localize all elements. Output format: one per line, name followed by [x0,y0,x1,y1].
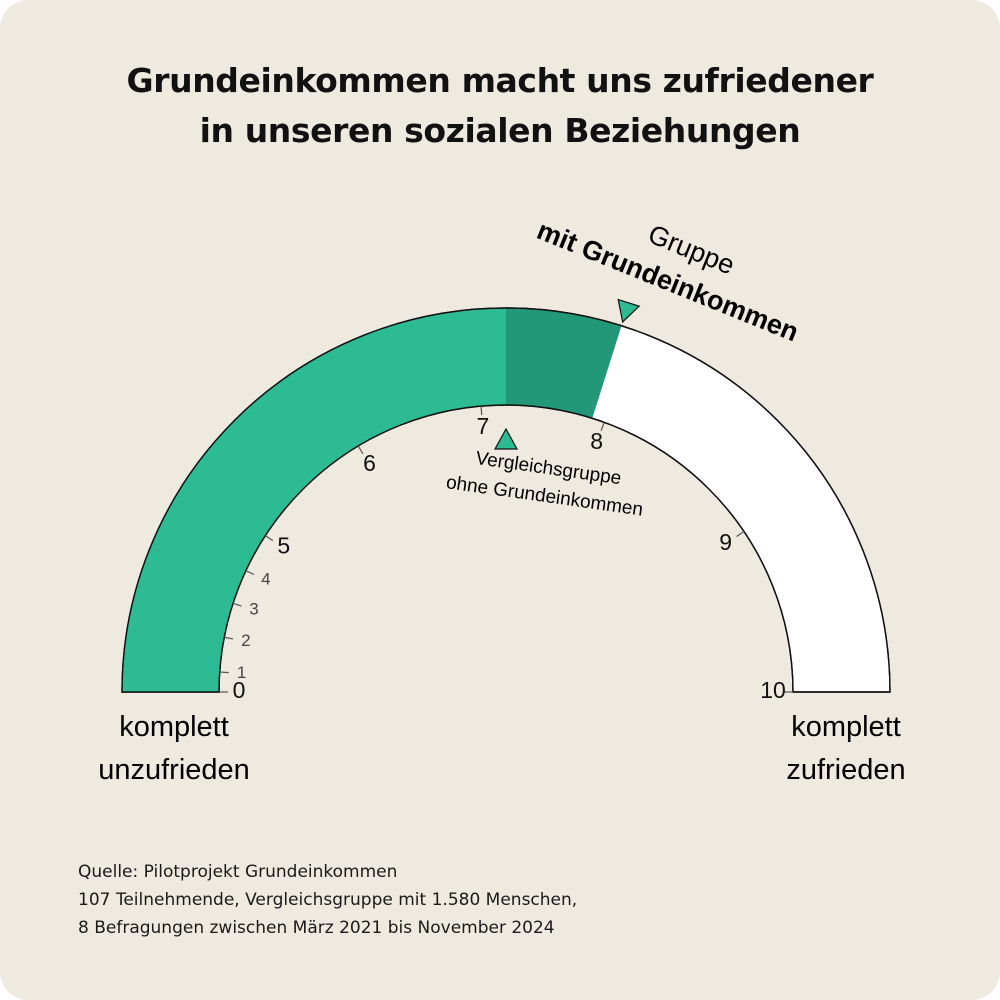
tick-mark-5 [264,535,274,542]
gauge-outline [121,307,891,693]
min-label-line-1: komplett [119,711,229,743]
tick-mark-3 [232,602,242,607]
comparison-fill [122,308,506,692]
source-note: Quelle: Pilotprojekt Grundeinkommen 107 … [78,858,577,942]
marker-layer [493,298,641,450]
tick-mark-9 [736,531,745,538]
tick-mark-7 [480,406,483,416]
tick-label-6: 6 [363,450,376,476]
source-line-1: Quelle: Pilotprojekt Grundeinkommen [78,862,398,882]
source-line-2: 107 Teilnehmende, Vergleichsgruppe mit 1… [78,890,578,910]
tick-mark-8 [600,422,605,431]
max-label-line-1: komplett [791,711,901,743]
tick-label-9: 9 [719,529,732,555]
tick-label-2: 2 [241,631,250,650]
title-line-1: Grundeinkommen macht uns zufriedener [126,61,874,100]
tick-label-10: 10 [760,677,786,703]
tick-layer: 01 2 345 6 7 8 9 10 [219,406,793,703]
tick-label-8: 8 [590,428,603,454]
tick-mark-1 [219,671,229,674]
tick-label-3: 3 [249,600,258,619]
tick-mark-2 [224,636,234,640]
tick-label-7: 7 [477,413,490,439]
max-label-line-2: zufrieden [786,754,905,786]
tick-label-0: 0 [233,677,246,703]
title-line-2: in unseren sozialen Beziehungen [199,111,801,150]
source-line-3: 8 Befragungen zwischen März 2021 bis Nov… [78,918,555,938]
min-label-line-2: unzufrieden [98,754,250,786]
tick-label-1: 1 [237,663,246,682]
group-marker [617,298,641,324]
comparison-marker [493,427,519,450]
gauge-layer [121,307,891,693]
tick-label-5: 5 [277,533,290,559]
tick-mark-6 [357,445,364,455]
chart-title: Grundeinkommen macht uns zufriedener in … [0,56,1000,156]
comparison-label: Vergleichsgruppe ohne Grundeinkommen [445,448,645,521]
group-gain-fill [506,308,622,419]
tick-label-4: 4 [261,569,270,588]
tick-mark-4 [245,570,255,576]
